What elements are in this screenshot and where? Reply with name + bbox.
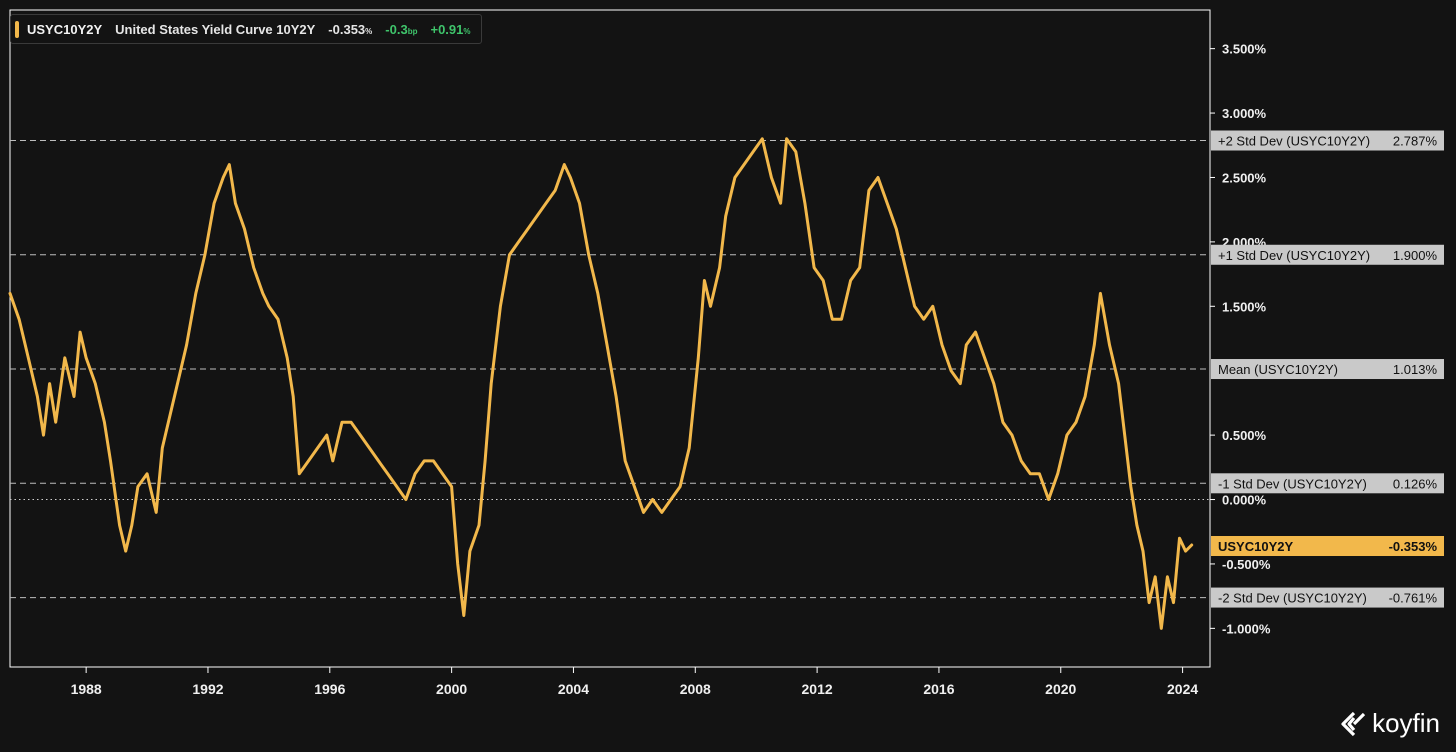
legend-ticker: USYC10Y2Y (27, 21, 103, 37)
reference-label-bg (1211, 473, 1444, 494)
series-line (8, 137, 1194, 630)
legend-change: -0.3bp (385, 21, 418, 37)
reference-label-value: 2.787% (1393, 133, 1438, 148)
x-tick-label: 2004 (558, 681, 589, 697)
reference-label-value: 1.900% (1393, 248, 1438, 263)
plot-border (9, 9, 1211, 668)
koyfin-logo-icon (1341, 711, 1366, 736)
band-labels: +2 Std Dev (USYC10Y2Y) 2.787% +1 Std Dev (… (1211, 130, 1444, 608)
series-layer (8, 137, 1194, 630)
reference-line-label: Mean (USYC10Y2Y) 1.013% (1211, 359, 1444, 380)
y-tick-label: 3.000% (1222, 106, 1267, 121)
reference-label-bg (1211, 587, 1444, 608)
y-tick-label: 2.500% (1222, 170, 1267, 185)
koyfin-logo: koyfin (1340, 708, 1440, 739)
y-axis: 3.500%3.000%2.500%2.000%1.500%0.500%0.00… (1210, 42, 1271, 636)
reference-label-name: -1 Std Dev (USYC10Y2Y) (1218, 476, 1367, 491)
reference-label-name: +2 Std Dev (USYC10Y2Y) (1218, 133, 1370, 148)
y-tick-label: 3.500% (1222, 42, 1267, 57)
reference-line-label: +2 Std Dev (USYC10Y2Y) 2.787% (1211, 130, 1444, 151)
reference-label-bg (1211, 244, 1444, 265)
x-tick-label: 1996 (314, 681, 345, 697)
y-tick-label: 1.500% (1222, 299, 1267, 314)
current-value-label: USYC10Y2Y -0.353% (1211, 536, 1444, 557)
x-tick-label: 2000 (436, 681, 467, 697)
reference-label-name: -2 Std Dev (USYC10Y2Y) (1218, 591, 1367, 606)
reference-line-label: +1 Std Dev (USYC10Y2Y) 1.900% (1211, 244, 1444, 265)
legend-value: -0.353% (328, 21, 373, 37)
reference-label-name: +1 Std Dev (USYC10Y2Y) (1218, 248, 1370, 263)
current-label-name: USYC10Y2Y (1218, 539, 1293, 554)
koyfin-wordmark: koyfin (1372, 708, 1440, 738)
reference-label-value: 1.013% (1393, 362, 1438, 377)
y-tick-label: 0.500% (1222, 428, 1267, 443)
reference-line-label: -1 Std Dev (USYC10Y2Y) 0.126% (1211, 473, 1444, 494)
y-tick-label: -0.500% (1222, 557, 1271, 572)
reference-label-value: -0.761% (1389, 591, 1438, 606)
x-tick-label: 2024 (1167, 681, 1198, 697)
series-legend[interactable]: USYC10Y2Y United States Yield Curve 10Y2… (10, 14, 482, 44)
x-tick-label: 2008 (680, 681, 711, 697)
y-tick-label: -1.000% (1222, 621, 1271, 636)
current-label-value: -0.353% (1389, 539, 1438, 554)
reference-label-bg (1211, 359, 1444, 380)
reference-line-label: -2 Std Dev (USYC10Y2Y) -0.761% (1211, 587, 1444, 608)
reference-lines (10, 139, 1210, 599)
legend-series-name: United States Yield Curve 10Y2Y (115, 21, 316, 37)
x-tick-label: 1988 (71, 681, 102, 697)
current-label-bg (1211, 536, 1444, 557)
reference-label-value: 0.126% (1393, 476, 1438, 491)
x-tick-label: 2020 (1045, 681, 1076, 697)
reference-label-name: Mean (USYC10Y2Y) (1218, 362, 1338, 377)
x-tick-label: 2016 (923, 681, 954, 697)
x-tick-label: 2012 (802, 681, 833, 697)
x-axis: 1988 1992 1996 2000 2004 2008 2012 2016 2020 2024 (71, 667, 1198, 697)
x-tick-label: 1992 (192, 681, 223, 697)
y-tick-label: 0.000% (1222, 493, 1267, 508)
reference-label-bg (1211, 130, 1444, 151)
legend-change-pct: +0.91% (430, 21, 471, 37)
series-color-swatch (15, 21, 19, 38)
